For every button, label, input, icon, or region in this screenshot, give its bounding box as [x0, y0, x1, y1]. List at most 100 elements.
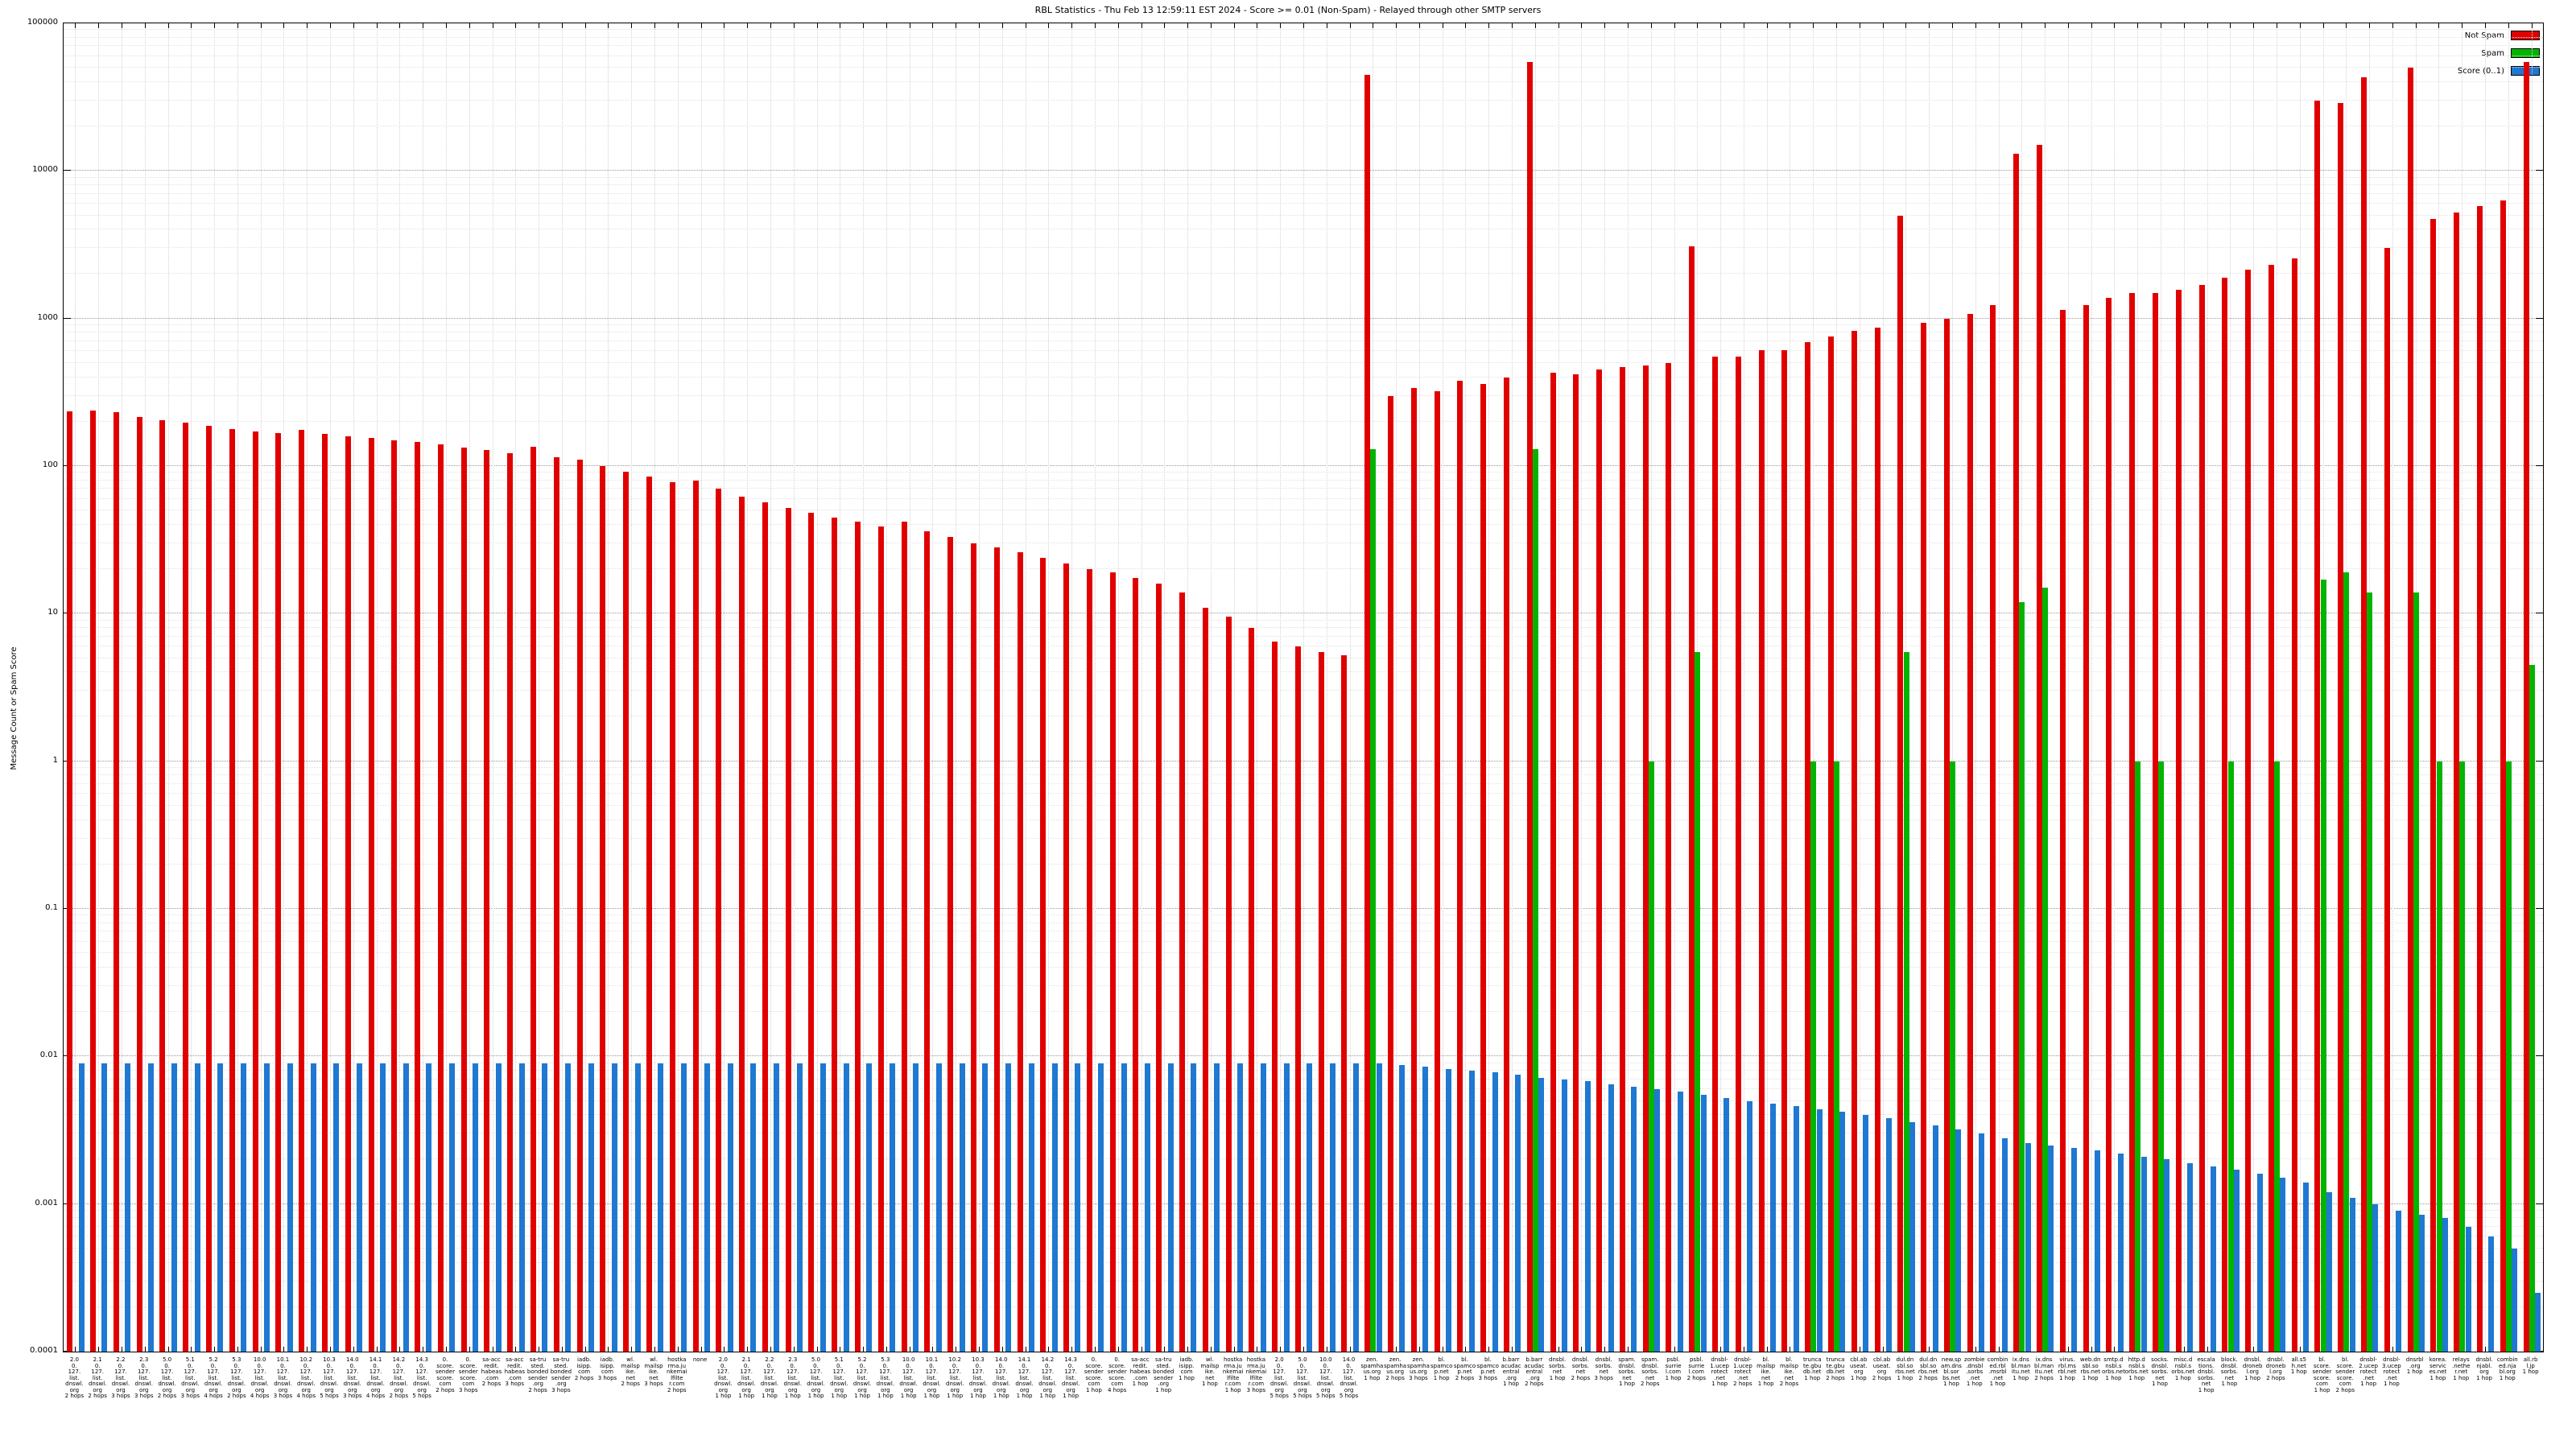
- x-tick-mark-top: [515, 23, 517, 28]
- x-tick-label: escala tions. dnsbl. sorbs. net 1 hop: [2197, 1356, 2215, 1393]
- x-tick-label: 10.3 0. 127. list. dnswl. org 5 hops: [320, 1356, 339, 1399]
- x-tick-mark: [283, 1347, 285, 1352]
- gridline-vertical: [1465, 23, 1467, 1352]
- bar-not-spam: [1388, 395, 1394, 1352]
- x-tick-mark: [631, 1347, 633, 1352]
- x-tick-label: ix.dns bl.man itu.net 2 hops: [2034, 1356, 2054, 1381]
- x-tick-mark: [1141, 1347, 1142, 1352]
- x-tick-label: dnsbl. sorbs. net 2 hops: [1571, 1356, 1591, 1381]
- x-tick-label: b.barr acudac entral .org 2 hops: [1524, 1356, 1545, 1387]
- x-tick-label: 10.1 0. 127. list. dnswl. org 3 hops: [273, 1356, 293, 1399]
- x-tick-mark: [1048, 1347, 1050, 1352]
- bar-not-spam: [530, 447, 537, 1352]
- x-tick-label: 14.0 0. 127. list. dnswl. org 3 hops: [343, 1356, 362, 1399]
- bar-score: [634, 1063, 641, 1352]
- bar-spam: [2343, 572, 2350, 1352]
- x-tick-mark-top: [2137, 23, 2139, 28]
- gridline-vertical: [1094, 23, 1096, 1352]
- bar-not-spam: [1225, 617, 1232, 1352]
- bar-score: [263, 1063, 270, 1352]
- bar-score: [101, 1063, 108, 1352]
- x-tick-mark-top: [1674, 23, 1675, 28]
- bar-score: [959, 1063, 965, 1352]
- x-tick-label: psbl. surrie l.com 1 hop: [1665, 1356, 1682, 1381]
- bar-score: [2419, 1214, 2425, 1352]
- gridline-vertical: [2091, 23, 2092, 1352]
- x-tick-mark-top: [1905, 23, 1907, 28]
- x-tick-label: iadb. isipp. com 1 hop: [1179, 1356, 1195, 1381]
- x-tick-mark-top: [191, 23, 192, 28]
- gridline-vertical: [1604, 23, 1606, 1352]
- x-tick-mark-top: [863, 23, 865, 28]
- x-tick-mark: [353, 1347, 354, 1352]
- bar-spam: [1370, 449, 1377, 1352]
- x-tick-mark-top: [2392, 23, 2393, 28]
- x-tick-mark: [2091, 1347, 2092, 1352]
- x-tick-label: 14.3 0. 127. list. dnswl. org 1 hop: [1061, 1356, 1080, 1399]
- x-tick-mark: [584, 1347, 586, 1352]
- gridline-vertical: [886, 23, 887, 1352]
- x-tick-label: 10.2 0. 127. list. dnswl. org 1 hop: [946, 1356, 964, 1399]
- x-tick-mark-top: [2091, 23, 2092, 28]
- bar-score: [1839, 1112, 1846, 1352]
- x-tick-label: wl. mailsp ike. net 3 hops: [644, 1356, 663, 1387]
- x-tick-mark-top: [2045, 23, 2046, 28]
- gridline-vertical: [2183, 23, 2185, 1352]
- x-tick-label: dnsbl- 3.ucep rotect .net 1 hop: [2382, 1356, 2401, 1387]
- x-tick-label: sa-tru sted. bonded sender .org 2 hops: [526, 1356, 549, 1393]
- bar-not-spam: [993, 547, 1000, 1352]
- x-tick-label: 0. score. sender score. com 1 hop: [1084, 1356, 1104, 1393]
- x-tick-mark: [1465, 1347, 1467, 1352]
- x-tick-label: korea. servic es.net 1 hop: [2429, 1356, 2447, 1381]
- bar-not-spam: [739, 497, 745, 1352]
- gridline-vertical: [1396, 23, 1397, 1352]
- bar-not-spam: [321, 434, 328, 1352]
- x-tick-mark: [1117, 1347, 1119, 1352]
- bar-score: [1028, 1063, 1034, 1352]
- gridline-vertical: [2137, 23, 2139, 1352]
- bar-score: [750, 1063, 757, 1352]
- bar-spam: [2505, 761, 2512, 1352]
- gridline-vertical: [283, 23, 285, 1352]
- x-tick-mark-top: [2183, 23, 2185, 28]
- bar-not-spam: [576, 460, 583, 1352]
- x-tick-mark-top: [2207, 23, 2208, 28]
- bar-not-spam: [1619, 366, 1625, 1352]
- gridline-vertical: [1187, 23, 1189, 1352]
- bar-score: [565, 1063, 572, 1352]
- bar-not-spam: [1712, 357, 1719, 1352]
- bar-score: [2534, 1293, 2541, 1352]
- x-tick-label: 5.0 0. 127. list. dnswl. org 1 hop: [807, 1356, 825, 1399]
- bar-not-spam: [206, 425, 213, 1352]
- x-tick-label: wl. mailsp ike. net 2 hops: [621, 1356, 640, 1387]
- x-tick-mark-top: [1001, 23, 1003, 28]
- x-tick-mark-top: [144, 23, 146, 28]
- gridline-vertical: [1048, 23, 1050, 1352]
- bar-not-spam: [299, 430, 305, 1352]
- x-tick-label: cbl.ab useat. org 2 hops: [1872, 1356, 1892, 1381]
- bar-not-spam: [345, 436, 351, 1352]
- x-tick-mark: [1071, 1347, 1073, 1352]
- x-tick-mark: [863, 1347, 865, 1352]
- bar-not-spam: [183, 423, 189, 1352]
- gridline-vertical: [1001, 23, 1003, 1352]
- gridline-vertical: [1836, 23, 1838, 1352]
- bar-not-spam: [1827, 336, 1834, 1352]
- x-tick-mark-top: [1164, 23, 1166, 28]
- x-tick-mark: [237, 1347, 238, 1352]
- x-tick-mark-top: [2322, 23, 2324, 28]
- y-tick-label: 0.01: [39, 1051, 58, 1060]
- bar-not-spam: [2361, 77, 2368, 1352]
- x-tick-mark: [1418, 1347, 1420, 1352]
- bar-spam: [2413, 592, 2419, 1352]
- x-tick-label: none: [692, 1356, 708, 1363]
- x-tick-label: 0. score. sender score. com 3 hops: [458, 1356, 478, 1393]
- x-tick-label: 5.2 0. 127. list. dnswl. org 1 hop: [852, 1356, 872, 1399]
- gridline-vertical: [214, 23, 216, 1352]
- bar-not-spam: [113, 412, 119, 1352]
- gridline-vertical: [1210, 23, 1212, 1352]
- x-tick-mark-top: [330, 23, 332, 28]
- bar-score: [843, 1063, 849, 1352]
- x-tick-mark-top: [376, 23, 378, 28]
- gridline-vertical: [445, 23, 447, 1352]
